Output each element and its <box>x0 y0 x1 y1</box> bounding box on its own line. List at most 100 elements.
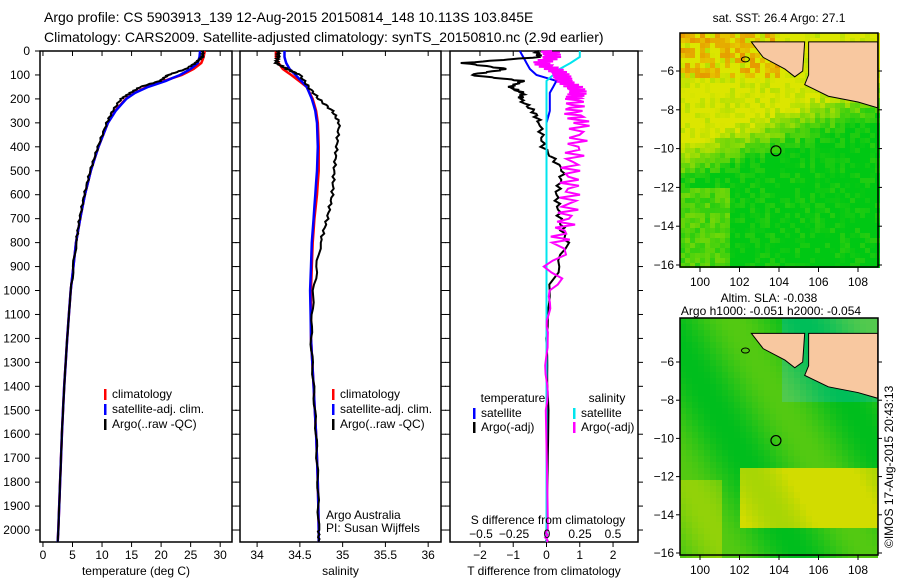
map-cell <box>770 426 776 432</box>
map-cell <box>752 408 758 414</box>
map-cell <box>740 148 745 153</box>
map-cell <box>866 504 872 510</box>
map-cell <box>776 456 782 462</box>
map-cell <box>704 390 710 396</box>
map-cell <box>820 113 825 118</box>
map-cell <box>710 213 715 218</box>
map-cell <box>740 193 745 198</box>
map-cell <box>850 133 855 138</box>
map-cell <box>752 366 758 372</box>
map-cell <box>735 148 740 153</box>
map-cell <box>692 444 698 450</box>
map-cell <box>854 468 860 474</box>
map-cell <box>735 98 740 103</box>
map-cell <box>854 474 860 480</box>
map-cell <box>715 98 720 103</box>
map-cell <box>872 396 878 402</box>
map-cell <box>845 243 850 248</box>
map-cell <box>775 168 780 173</box>
map-cell <box>850 198 855 203</box>
map-cell <box>775 203 780 208</box>
map-cell <box>800 522 806 528</box>
map-cell <box>765 138 770 143</box>
map-cell <box>806 444 812 450</box>
map-cell <box>745 248 750 253</box>
map-cell <box>715 93 720 98</box>
map-cell <box>764 438 770 444</box>
x-tick-label: 30 <box>214 548 228 562</box>
map-cell <box>830 248 835 253</box>
map-cell <box>700 73 705 78</box>
map-cell <box>840 218 845 223</box>
map-cell <box>745 68 750 73</box>
map-cell <box>750 163 755 168</box>
map-cell <box>758 384 764 390</box>
map-cell <box>758 486 764 492</box>
map-cell <box>840 103 845 108</box>
map-cell <box>740 243 745 248</box>
map-cell <box>700 93 705 98</box>
map-cell <box>764 354 770 360</box>
map-cell <box>750 98 755 103</box>
map-cell <box>818 426 824 432</box>
map-cell <box>785 173 790 178</box>
map-cell <box>806 456 812 462</box>
map-cell <box>680 414 686 420</box>
map-cell <box>740 420 746 426</box>
map-sla-grid <box>680 318 878 558</box>
map-cell <box>806 324 812 330</box>
map-cell <box>845 118 850 123</box>
map-cell <box>800 528 806 534</box>
map-cell <box>788 438 794 444</box>
map-cell <box>860 138 865 143</box>
map-cell <box>758 348 764 354</box>
map-cell <box>835 233 840 238</box>
map-cell <box>870 228 875 233</box>
map-cell <box>740 336 746 342</box>
map-cell <box>854 318 860 324</box>
map-cell <box>800 378 806 384</box>
map-cell <box>775 163 780 168</box>
y-tick-label: 1700 <box>3 451 30 465</box>
map-cell <box>755 253 760 258</box>
map-cell <box>850 163 855 168</box>
map-cell <box>820 193 825 198</box>
map-cell <box>730 183 735 188</box>
map-cell <box>776 366 782 372</box>
map-cell <box>800 143 805 148</box>
map-cell <box>840 238 845 243</box>
map-cell <box>860 498 866 504</box>
map-cell <box>842 468 848 474</box>
map-cell <box>680 330 686 336</box>
map-cell <box>860 143 865 148</box>
map-cell <box>698 498 704 504</box>
map-cell <box>720 93 725 98</box>
map-cell <box>765 218 770 223</box>
map-cell <box>740 402 746 408</box>
map-cell <box>735 133 740 138</box>
map-cell <box>855 243 860 248</box>
y-tick-label: 200 <box>10 92 30 106</box>
map-cell <box>825 228 830 233</box>
map-cell <box>690 248 695 253</box>
map-cell <box>850 138 855 143</box>
map-cell <box>830 450 836 456</box>
map-cell <box>680 372 686 378</box>
map-cell <box>776 540 782 546</box>
map-cell <box>848 522 854 528</box>
map-cell <box>750 233 755 238</box>
map-cell <box>800 432 806 438</box>
map-cell <box>770 504 776 510</box>
map-cell <box>764 384 770 390</box>
map-cell <box>842 480 848 486</box>
map-cell <box>720 153 725 158</box>
map-cell <box>715 58 720 63</box>
map-cell <box>680 43 685 48</box>
map-cell <box>800 248 805 253</box>
map-cell <box>764 420 770 426</box>
map-cell <box>795 188 800 193</box>
map-cell <box>810 133 815 138</box>
map-cell <box>734 330 740 336</box>
map-cell <box>692 438 698 444</box>
map-y-tick-label: −12 <box>654 470 675 484</box>
